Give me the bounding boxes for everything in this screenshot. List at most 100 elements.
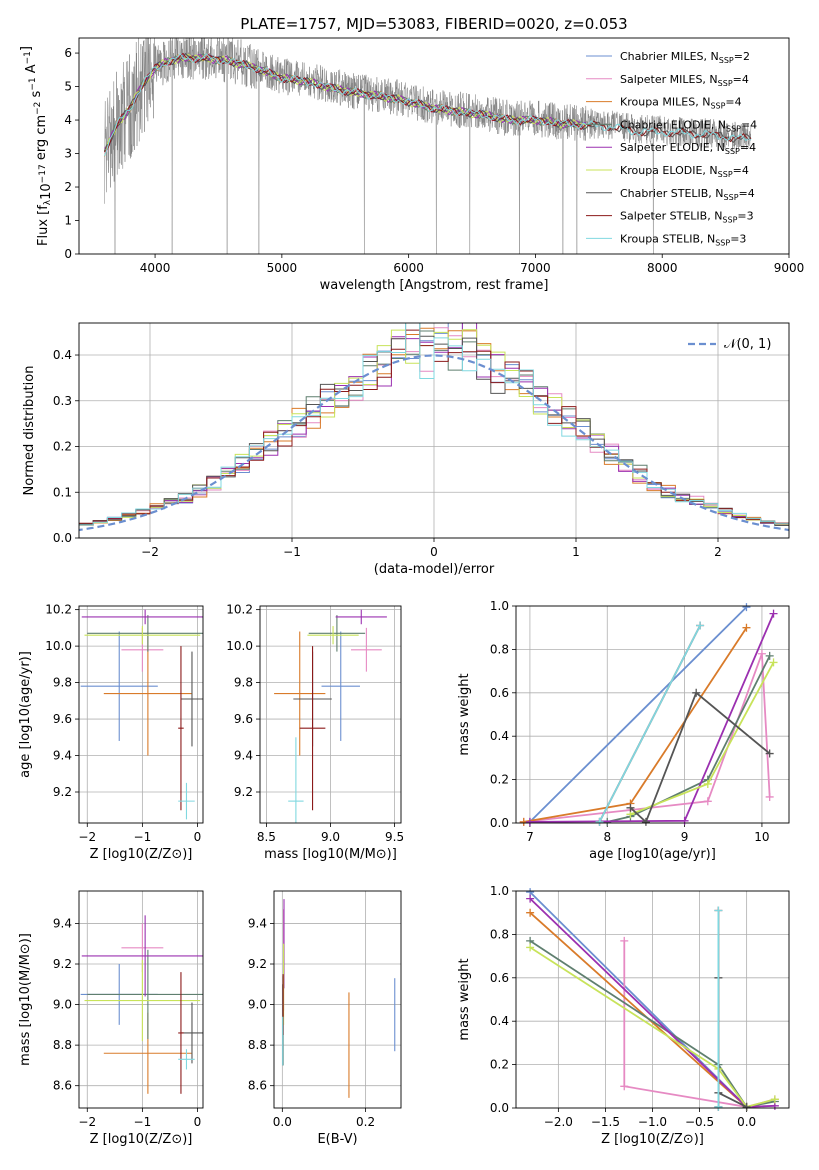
- errorbar-point-3: [274, 631, 326, 756]
- y-axis-label: age [log10(age/yr)]: [18, 651, 33, 778]
- y-tick-label: 8.6: [248, 1079, 267, 1093]
- x-axis-label: Z [log10(Z/Z⊙)]: [90, 847, 193, 862]
- errorbar-point-1: [80, 631, 158, 741]
- model-line-8: [104, 52, 752, 153]
- grid-lines: [274, 891, 401, 1108]
- weight-marker: [714, 906, 723, 915]
- x-tick-label: 9: [681, 830, 689, 844]
- x-tick-label: −2: [78, 1115, 96, 1129]
- weight-vs-age-panel: 7 8 9 10 0.0 0.2 0.4 0.6 0.8 1.0 age [log10(age/yr…: [457, 599, 790, 862]
- y-tick-label: 0.1: [53, 485, 72, 499]
- mass-vs-z-panel: −2 −1 0 8.6 8.8 9.0 9.2 9.4 Z [log10(Z/Z⊙)] mass …: [18, 890, 204, 1147]
- y-tick-label: 2: [64, 180, 72, 194]
- weight-line-4: [607, 655, 771, 823]
- y-tick-label: 0: [64, 247, 72, 261]
- y-tick-label: 9.6: [234, 712, 253, 726]
- y-tick-label: 8.6: [53, 1079, 72, 1093]
- y-axis-label: mass weight: [457, 958, 472, 1040]
- legend-entry: Salpeter ELODIE, NSSP=4: [620, 141, 756, 156]
- y-tick-label: 9.2: [53, 785, 72, 799]
- errorbar-point-9: [288, 737, 304, 823]
- weight-line-6: [529, 946, 776, 1108]
- x-tick-label: −1: [134, 830, 152, 844]
- weight-marker: [692, 688, 701, 697]
- axes-frame: [515, 890, 790, 1109]
- weight-line-3: [529, 912, 748, 1108]
- x-axis-label: Z [log10(Z/Z⊙)]: [90, 1132, 193, 1147]
- x-axis-label: age [log10(age/yr)]: [589, 847, 716, 862]
- x-tick-label: −1.0: [638, 1115, 667, 1129]
- mass-vs-z-plot-area: [80, 915, 203, 1094]
- weight-vs-z-plot-area: [526, 888, 779, 1111]
- y-tick-label: 9.8: [53, 676, 72, 690]
- weight-marker: [696, 621, 705, 630]
- legend-entry: Chabrier ELODIE, NSSP=4: [620, 118, 757, 133]
- legend-entry: Kroupa MILES, NSSP=4: [620, 96, 742, 111]
- y-tick-label: 0.0: [53, 531, 72, 545]
- weight-marker: [765, 651, 774, 660]
- weight-marker: [765, 749, 774, 758]
- x-tick-label: 8.5: [257, 830, 276, 844]
- legend-entry: Salpeter MILES, NSSP=4: [620, 73, 749, 88]
- y-tick-label: 10.2: [226, 603, 253, 617]
- spectrum-panel: 4000 5000 6000 7000 8000 9000 0 1 2 3 4 5 6 wavelengt…: [19, 37, 804, 293]
- errorbar-point-5: [81, 609, 203, 625]
- weight-vs-z-panel: −2.0 −1.5 −1.0 −0.5 0.0 0.0 0.2 0.4 0.6 0.8 1.0 Z […: [457, 884, 790, 1147]
- x-axis-label: Z [log10(Z/Z⊙)]: [601, 1132, 704, 1147]
- weight-marker: [769, 609, 778, 618]
- y-tick-label: 6: [64, 46, 72, 60]
- model-line-9: [103, 52, 752, 157]
- y-tick-label: 0.6: [490, 686, 509, 700]
- weight-marker: [620, 1082, 629, 1091]
- figure-title: PLATE=1757, MJD=53083, FIBERID=0020, z=0…: [240, 15, 627, 33]
- errorbar-point-2: [351, 627, 382, 672]
- legend-entry: Kroupa STELIB, NSSP=3: [620, 232, 746, 247]
- errorbar-point-6: [84, 959, 201, 1042]
- y-tick-label: 1.0: [490, 599, 509, 613]
- y-tick-label: 9.0: [53, 998, 72, 1012]
- errorbar-point-1: [321, 631, 360, 741]
- x-tick-label: 0: [194, 1115, 202, 1129]
- axes-frame: [78, 605, 204, 824]
- weight-vs-age-plot-area: [519, 603, 778, 826]
- age-vs-z-plot-area: [80, 609, 203, 820]
- y-tick-label: 10.0: [226, 639, 253, 653]
- mass-vs-ebv-panel: 0.0 0.2 8.6 8.8 9.0 9.2 9.4 E(B-V): [248, 890, 402, 1147]
- weight-marker: [765, 792, 774, 801]
- x-axis-label: E(B-V): [317, 1132, 357, 1147]
- y-axis-label: mass weight: [457, 673, 472, 755]
- errorbar-point-9: [178, 782, 195, 820]
- y-tick-label: 0.4: [490, 729, 509, 743]
- y-tick-label: 9.8: [234, 676, 253, 690]
- x-tick-label: 10: [754, 830, 769, 844]
- weight-marker: [770, 1095, 779, 1104]
- x-tick-label: −2: [78, 830, 96, 844]
- x-tick-label: 0: [194, 830, 202, 844]
- y-tick-label: 9.2: [53, 957, 72, 971]
- weight-marker: [742, 603, 751, 612]
- y-tick-label: 0.4: [53, 348, 72, 362]
- x-tick-label: 5000: [267, 261, 298, 275]
- weight-line-5: [529, 613, 775, 823]
- axes-frame: [273, 890, 402, 1109]
- weight-marker: [620, 936, 629, 945]
- y-tick-label: 9.4: [53, 749, 72, 763]
- age-vs-mass-plot-area: [274, 609, 387, 823]
- weight-marker: [525, 817, 534, 826]
- axes-frame: [515, 605, 790, 824]
- x-tick-label: 0: [430, 545, 438, 559]
- y-tick-label: 5: [64, 80, 72, 94]
- mass-vs-ebv-plot-area: [282, 899, 396, 1098]
- errorbar-point-5: [335, 609, 387, 625]
- x-tick-label: 8: [603, 830, 611, 844]
- errorbar-point-6: [84, 626, 201, 645]
- x-axis-label: (data-model)/error: [374, 562, 495, 577]
- axes-frame: [78, 322, 790, 539]
- model-line-2: [104, 53, 587, 154]
- weight-marker: [714, 1102, 723, 1111]
- x-tick-label: 9.5: [385, 830, 404, 844]
- errorbar-point-4: [308, 615, 366, 652]
- legend-entry: Chabrier MILES, NSSP=2: [620, 50, 750, 65]
- y-tick-label: 0.8: [490, 642, 509, 656]
